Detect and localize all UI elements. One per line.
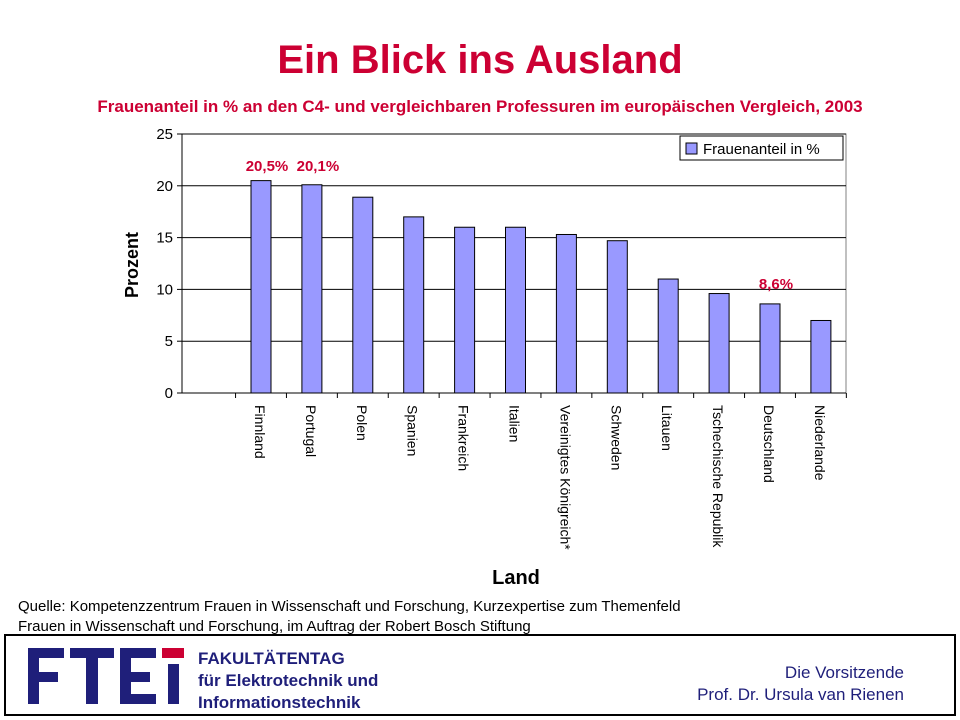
x-tick-label: Italien [507, 405, 523, 442]
y-tick-label: 25 [156, 126, 173, 143]
bar-1 [301, 184, 323, 394]
bar-2 [352, 196, 374, 394]
bar-chart: 0 5 10 15 20 25 Finnland Portugal Polen Spanien Fr… [122, 126, 847, 589]
x-tick-label: Schweden [608, 405, 624, 470]
x-tick-label: Niederlande [812, 405, 828, 481]
chart-legend: Frauenanteil in % [679, 135, 844, 161]
legend-swatch [685, 142, 698, 155]
y-tick-label: 20 [156, 178, 173, 195]
chart-axes: 0 5 10 15 20 25 Finnland Portugal Polen Spanien Fr… [156, 126, 847, 550]
y-tick-label: 15 [156, 230, 173, 247]
ftei-logo [28, 648, 184, 704]
bar-6 [555, 233, 577, 394]
bar-8 [657, 278, 679, 394]
x-tick-label: Deutschland [761, 405, 777, 483]
x-tick-label: Frankreich [456, 405, 472, 471]
x-tick-label: Finnland [252, 405, 268, 459]
x-tick-label: Portugal [303, 405, 319, 457]
y-tick-label: 0 [165, 385, 173, 402]
chart-data-labels: 20,5% 20,1% 8,6% [246, 158, 793, 293]
faculty-name: FAKULTÄTENTAG für Elektrotechnik und Inf… [198, 648, 378, 714]
page-title: Ein Blick ins Ausland [277, 38, 683, 82]
bar-9 [708, 293, 730, 394]
chair-info: Die Vorsitzende Prof. Dr. Ursula van Rie… [697, 662, 904, 706]
faculty-line-3: Informationstechnik [198, 693, 361, 712]
bar-4 [454, 226, 476, 394]
data-label: 8,6% [759, 276, 793, 293]
footer-bar: FAKULTÄTENTAG für Elektrotechnik und Inf… [4, 634, 956, 716]
x-tick-label: Vereinigtes Königreich* [557, 405, 573, 550]
source-note: Quelle: Kompetenzzentrum Frauen in Wisse… [18, 597, 918, 637]
bar-11 [810, 319, 832, 394]
chart-bars [250, 180, 832, 394]
x-axis-title: Land [492, 567, 540, 589]
faculty-line-1: FAKULTÄTENTAG [198, 649, 345, 668]
y-axis-title: Prozent [122, 232, 142, 298]
faculty-line-2: für Elektrotechnik und [198, 671, 379, 690]
bar-0 [250, 180, 272, 394]
y-tick-label: 5 [165, 333, 173, 350]
chair-name: Prof. Dr. Ursula van Rienen [697, 685, 904, 704]
y-tick-label: 10 [156, 281, 173, 298]
bar-3 [403, 216, 425, 394]
chart-subtitle: Frauenanteil in % an den C4- und verglei… [97, 97, 863, 116]
chair-role: Die Vorsitzende [784, 663, 904, 682]
x-tick-label: Spanien [405, 405, 421, 456]
data-label: 20,1% [297, 158, 340, 175]
x-tick-label: Litauen [659, 405, 675, 451]
data-label: 20,5% [246, 158, 289, 175]
source-line-2: Frauen in Wissenschaft und Forschung, im… [18, 618, 531, 635]
source-line-1: Quelle: Kompetenzzentrum Frauen in Wisse… [18, 598, 681, 615]
x-tick-label: Tschechische Republik [710, 405, 726, 548]
bar-10 [759, 303, 781, 394]
bar-7 [606, 240, 628, 394]
bar-5 [505, 226, 526, 394]
x-tick-label: Polen [354, 405, 370, 441]
legend-label: Frauenanteil in % [703, 141, 820, 158]
